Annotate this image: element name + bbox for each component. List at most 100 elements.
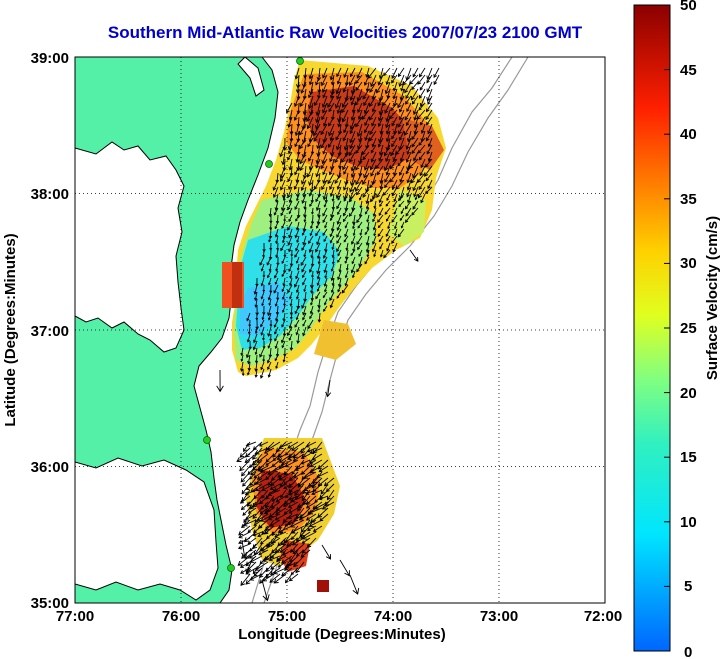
velocity-arrow <box>288 228 293 239</box>
velocity-arrow <box>320 137 328 149</box>
velocity-arrow <box>373 228 377 237</box>
velocity-arrow <box>384 81 391 95</box>
velocity-arrow <box>282 277 286 287</box>
y-tick-label: 39:00 <box>31 50 69 67</box>
velocity-arrow <box>252 531 263 537</box>
velocity-arrow <box>348 193 356 203</box>
colorbar-tick-label: 20 <box>680 385 697 402</box>
velocity-arrow <box>315 193 321 203</box>
colorbar-label: Surface Velocity (cm/s) <box>704 216 721 380</box>
velocity-arrow <box>349 123 356 135</box>
velocity-arrow <box>261 489 269 499</box>
velocity-arrow <box>287 172 293 183</box>
velocity-arrow <box>279 543 293 553</box>
velocity-arrow <box>417 186 426 199</box>
velocity-arrow <box>322 88 328 99</box>
velocity-arrow <box>329 298 335 309</box>
velocity-arrow <box>420 193 426 204</box>
velocity-arrow <box>335 186 342 199</box>
velocity-arrow <box>279 165 286 179</box>
velocity-arrow <box>345 263 349 271</box>
velocity-arrow <box>309 459 323 468</box>
velocity-arrow <box>285 489 293 499</box>
colorbar-tick-label: 45 <box>680 62 697 79</box>
velocity-arrow <box>358 249 363 257</box>
velocity-arrow <box>328 102 335 113</box>
velocity-arrow <box>282 354 286 363</box>
velocity-arrow <box>287 200 293 211</box>
velocity-arrow <box>363 165 370 179</box>
velocity-arrow <box>274 513 287 521</box>
velocity-arrow <box>329 130 335 142</box>
velocity-arrow <box>278 453 293 463</box>
velocity-arrow <box>364 207 370 215</box>
velocity-arrow <box>261 543 275 552</box>
velocity-arrow <box>364 116 370 127</box>
velocity-arrow <box>267 368 272 378</box>
velocity-arrow <box>331 200 335 211</box>
velocity-arrow <box>370 74 377 88</box>
velocity-arrow <box>369 81 377 93</box>
velocity-arrow <box>405 137 412 150</box>
velocity-arrow <box>262 333 265 341</box>
velocity-arrow <box>393 81 398 92</box>
velocity-arrow <box>355 172 363 186</box>
velocity-arrow <box>368 109 377 121</box>
velocity-arrow <box>244 489 257 496</box>
velocity-arrow <box>385 228 391 237</box>
velocity-arrow <box>267 489 281 496</box>
velocity-arrow <box>413 123 419 135</box>
velocity-arrow <box>321 109 328 121</box>
velocity-vectors <box>216 67 440 602</box>
velocity-arrow <box>273 207 279 216</box>
velocity-arrow <box>378 235 384 243</box>
velocity-arrow <box>410 172 419 184</box>
velocity-arrow <box>294 67 300 80</box>
velocity-arrow <box>323 305 328 312</box>
velocity-arrow <box>310 298 314 306</box>
velocity-arrow <box>322 207 328 217</box>
velocity-arrow <box>315 165 321 178</box>
velocity-arrow <box>274 277 279 285</box>
velocity-arrow <box>364 228 370 236</box>
velocity-arrow <box>343 235 349 243</box>
velocity-arrow <box>349 137 356 150</box>
velocity-arrow <box>269 320 273 328</box>
velocity-arrow <box>267 513 281 521</box>
x-tick-label: 73:00 <box>480 608 518 625</box>
velocity-arrow <box>261 579 270 602</box>
velocity-arrow <box>282 305 286 313</box>
velocity-arrow <box>365 235 370 246</box>
velocity-arrow <box>398 109 405 121</box>
velocity-arrow <box>378 144 384 156</box>
velocity-arrow <box>300 81 307 94</box>
velocity-arrow <box>370 144 377 154</box>
velocity-arrow <box>282 193 286 202</box>
velocity-arrow <box>391 116 398 127</box>
velocity-arrow <box>404 109 412 121</box>
velocity-arrow <box>317 312 322 323</box>
velocity-arrow <box>292 447 305 459</box>
velocity-arrow <box>239 495 251 504</box>
velocity-arrow <box>377 214 384 223</box>
velocity-arrow <box>407 193 412 204</box>
velocity-arrow <box>300 172 307 185</box>
velocity-arrow <box>281 270 286 278</box>
velocity-arrow <box>308 88 314 99</box>
velocity-arrow <box>282 549 293 556</box>
velocity-arrow <box>404 123 412 136</box>
velocity-arrow <box>329 235 335 244</box>
velocity-arrow <box>389 172 398 183</box>
velocity-arrow <box>399 172 405 183</box>
velocity-arrow <box>296 501 311 508</box>
velocity-arrow <box>385 214 391 222</box>
velocity-arrow <box>323 200 328 208</box>
velocity-arrow <box>426 116 433 126</box>
x-tick-label: 74:00 <box>374 608 412 625</box>
velocity-arrow <box>286 519 299 526</box>
velocity-arrow <box>405 151 412 163</box>
velocity-arrow <box>306 165 314 178</box>
velocity-arrow <box>398 102 405 113</box>
velocity-arrow <box>355 81 363 91</box>
velocity-arrow <box>267 340 272 349</box>
